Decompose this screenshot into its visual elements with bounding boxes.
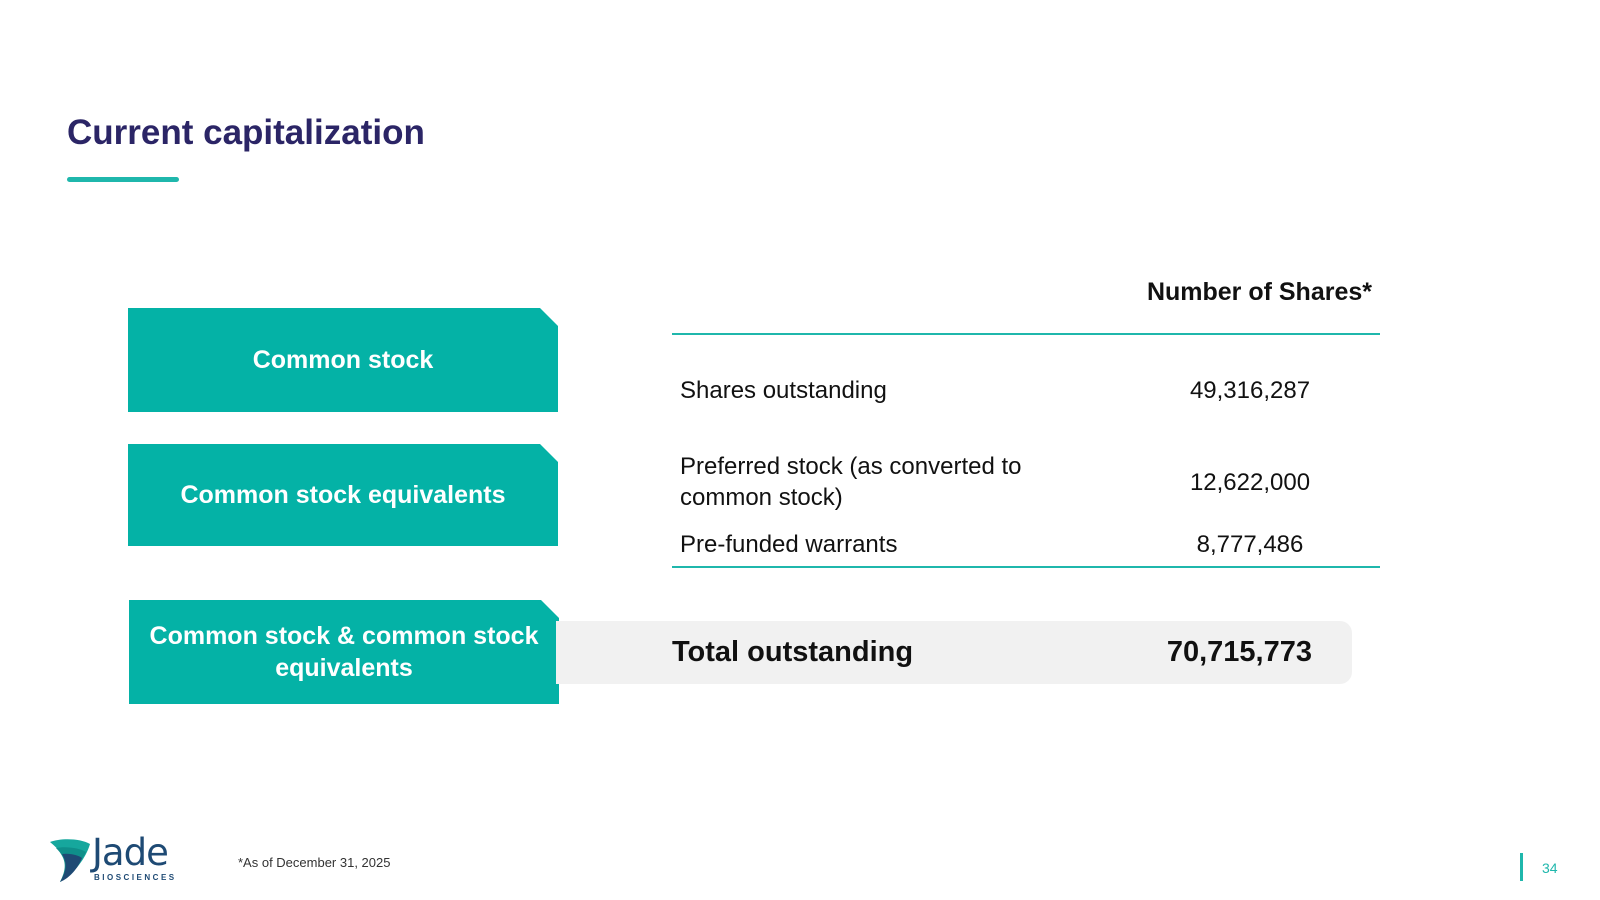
row-label-shares-outstanding: Shares outstanding xyxy=(680,377,887,404)
row-label-pre-funded-warrants: Pre-funded warrants xyxy=(680,531,898,558)
total-label: Total outstanding xyxy=(672,636,914,668)
total-row-background xyxy=(556,621,1352,684)
title-underline xyxy=(67,177,179,182)
jade-logo-mark-icon xyxy=(50,839,90,882)
row-value-shares-outstanding: 49,316,287 xyxy=(1189,377,1311,404)
logo-subtitle: BIOSCIENCES xyxy=(94,873,177,882)
table-top-rule xyxy=(672,333,1380,335)
row-label-preferred-stock: Preferred stock (as converted to common … xyxy=(680,453,1022,511)
total-value: 70,715,773 xyxy=(1166,636,1312,668)
company-logo: Jade BIOSCIENCES xyxy=(46,831,186,886)
table-bottom-rule xyxy=(672,566,1380,568)
page-title: Current capitalization xyxy=(67,113,425,152)
row-value-preferred-stock: 12,622,000 xyxy=(1189,469,1311,496)
category-common-stock: Common stock xyxy=(128,308,558,412)
logo-wordmark: Jade xyxy=(92,831,169,874)
column-header: Number of Shares* xyxy=(1146,278,1372,306)
page-number: 34 xyxy=(1542,860,1558,876)
page-number-bar xyxy=(1520,853,1523,881)
footnote: *As of December 31, 2025 xyxy=(238,855,391,870)
row-value-pre-funded-warrants: 8,777,486 xyxy=(1196,531,1304,558)
category-common-stock-equivalents: Common stock equivalents xyxy=(128,444,558,546)
category-total: Common stock & common stock equivalents xyxy=(129,600,559,704)
